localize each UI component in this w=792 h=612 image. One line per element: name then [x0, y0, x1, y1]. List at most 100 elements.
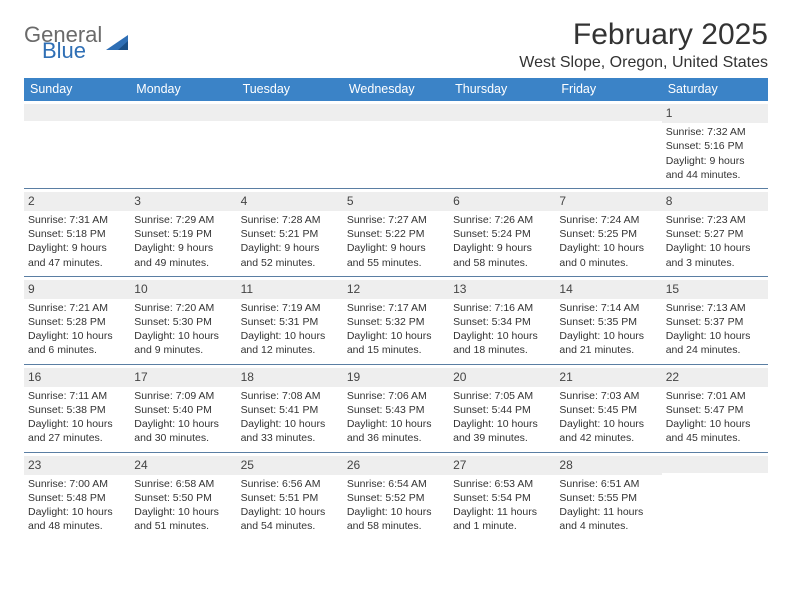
sunrise-line: Sunrise: 7:28 AM [241, 213, 339, 227]
sunset-line: Sunset: 5:48 PM [28, 491, 126, 505]
day-number [662, 456, 768, 473]
sunrise-line: Sunrise: 7:13 AM [666, 301, 764, 315]
day-number: 27 [449, 456, 555, 475]
daylight-line: Daylight: 10 hours and 9 minutes. [134, 329, 232, 357]
sunrise-line: Sunrise: 7:24 AM [559, 213, 657, 227]
sunset-line: Sunset: 5:21 PM [241, 227, 339, 241]
dow-friday: Friday [555, 78, 661, 101]
sunrise-line: Sunrise: 7:17 AM [347, 301, 445, 315]
day-cell: 28Sunrise: 6:51 AMSunset: 5:55 PMDayligh… [555, 453, 661, 540]
day-number: 14 [555, 280, 661, 299]
daylight-line: Daylight: 10 hours and 6 minutes. [28, 329, 126, 357]
daylight-line: Daylight: 9 hours and 52 minutes. [241, 241, 339, 269]
daylight-line: Daylight: 9 hours and 44 minutes. [666, 154, 764, 182]
sunrise-line: Sunrise: 7:19 AM [241, 301, 339, 315]
sunrise-line: Sunrise: 7:01 AM [666, 389, 764, 403]
calendar: Sunday Monday Tuesday Wednesday Thursday… [24, 78, 768, 539]
month-title: February 2025 [519, 18, 768, 52]
logo: General Blue [24, 18, 132, 62]
day-number: 28 [555, 456, 661, 475]
sunset-line: Sunset: 5:45 PM [559, 403, 657, 417]
day-cell: 5Sunrise: 7:27 AMSunset: 5:22 PMDaylight… [343, 189, 449, 276]
day-cell: 25Sunrise: 6:56 AMSunset: 5:51 PMDayligh… [237, 453, 343, 540]
dow-sunday: Sunday [24, 78, 130, 101]
sunset-line: Sunset: 5:51 PM [241, 491, 339, 505]
sunrise-line: Sunrise: 7:23 AM [666, 213, 764, 227]
daylight-line: Daylight: 11 hours and 4 minutes. [559, 505, 657, 533]
day-cell [662, 453, 768, 540]
dow-row: Sunday Monday Tuesday Wednesday Thursday… [24, 78, 768, 101]
daylight-line: Daylight: 9 hours and 49 minutes. [134, 241, 232, 269]
sunset-line: Sunset: 5:24 PM [453, 227, 551, 241]
sunrise-line: Sunrise: 7:09 AM [134, 389, 232, 403]
daylight-line: Daylight: 10 hours and 27 minutes. [28, 417, 126, 445]
daylight-line: Daylight: 10 hours and 51 minutes. [134, 505, 232, 533]
sunset-line: Sunset: 5:31 PM [241, 315, 339, 329]
day-cell: 8Sunrise: 7:23 AMSunset: 5:27 PMDaylight… [662, 189, 768, 276]
sunrise-line: Sunrise: 7:32 AM [666, 125, 764, 139]
sunset-line: Sunset: 5:18 PM [28, 227, 126, 241]
daylight-line: Daylight: 9 hours and 55 minutes. [347, 241, 445, 269]
title-block: February 2025 West Slope, Oregon, United… [519, 18, 768, 72]
day-number: 3 [130, 192, 236, 211]
day-cell: 16Sunrise: 7:11 AMSunset: 5:38 PMDayligh… [24, 365, 130, 452]
day-number: 16 [24, 368, 130, 387]
daylight-line: Daylight: 10 hours and 18 minutes. [453, 329, 551, 357]
daylight-line: Daylight: 9 hours and 58 minutes. [453, 241, 551, 269]
sunset-line: Sunset: 5:32 PM [347, 315, 445, 329]
week-row: 16Sunrise: 7:11 AMSunset: 5:38 PMDayligh… [24, 365, 768, 453]
sunrise-line: Sunrise: 7:14 AM [559, 301, 657, 315]
sunrise-line: Sunrise: 7:16 AM [453, 301, 551, 315]
day-cell: 9Sunrise: 7:21 AMSunset: 5:28 PMDaylight… [24, 277, 130, 364]
day-number: 10 [130, 280, 236, 299]
daylight-line: Daylight: 10 hours and 3 minutes. [666, 241, 764, 269]
sunrise-line: Sunrise: 7:20 AM [134, 301, 232, 315]
dow-monday: Monday [130, 78, 236, 101]
sunrise-line: Sunrise: 7:11 AM [28, 389, 126, 403]
day-number: 23 [24, 456, 130, 475]
sunset-line: Sunset: 5:22 PM [347, 227, 445, 241]
day-number: 12 [343, 280, 449, 299]
daylight-line: Daylight: 10 hours and 33 minutes. [241, 417, 339, 445]
sunset-line: Sunset: 5:41 PM [241, 403, 339, 417]
day-number: 21 [555, 368, 661, 387]
sunrise-line: Sunrise: 7:26 AM [453, 213, 551, 227]
day-number: 22 [662, 368, 768, 387]
dow-thursday: Thursday [449, 78, 555, 101]
daylight-line: Daylight: 10 hours and 48 minutes. [28, 505, 126, 533]
logo-blue: Blue [42, 40, 102, 62]
day-cell: 17Sunrise: 7:09 AMSunset: 5:40 PMDayligh… [130, 365, 236, 452]
day-number [449, 104, 555, 121]
dow-tuesday: Tuesday [237, 78, 343, 101]
day-number [24, 104, 130, 121]
daylight-line: Daylight: 10 hours and 30 minutes. [134, 417, 232, 445]
day-cell: 13Sunrise: 7:16 AMSunset: 5:34 PMDayligh… [449, 277, 555, 364]
sunset-line: Sunset: 5:27 PM [666, 227, 764, 241]
sunrise-line: Sunrise: 7:27 AM [347, 213, 445, 227]
day-cell: 14Sunrise: 7:14 AMSunset: 5:35 PMDayligh… [555, 277, 661, 364]
sunset-line: Sunset: 5:44 PM [453, 403, 551, 417]
day-number: 6 [449, 192, 555, 211]
day-cell: 4Sunrise: 7:28 AMSunset: 5:21 PMDaylight… [237, 189, 343, 276]
day-number: 26 [343, 456, 449, 475]
week-row: 23Sunrise: 7:00 AMSunset: 5:48 PMDayligh… [24, 453, 768, 540]
sunrise-line: Sunrise: 6:54 AM [347, 477, 445, 491]
sunrise-line: Sunrise: 6:51 AM [559, 477, 657, 491]
day-cell: 26Sunrise: 6:54 AMSunset: 5:52 PMDayligh… [343, 453, 449, 540]
day-cell: 21Sunrise: 7:03 AMSunset: 5:45 PMDayligh… [555, 365, 661, 452]
day-number: 13 [449, 280, 555, 299]
day-cell: 23Sunrise: 7:00 AMSunset: 5:48 PMDayligh… [24, 453, 130, 540]
day-number [237, 104, 343, 121]
day-cell: 18Sunrise: 7:08 AMSunset: 5:41 PMDayligh… [237, 365, 343, 452]
day-cell: 11Sunrise: 7:19 AMSunset: 5:31 PMDayligh… [237, 277, 343, 364]
daylight-line: Daylight: 10 hours and 24 minutes. [666, 329, 764, 357]
day-number: 11 [237, 280, 343, 299]
sunset-line: Sunset: 5:54 PM [453, 491, 551, 505]
sunrise-line: Sunrise: 6:58 AM [134, 477, 232, 491]
day-number: 25 [237, 456, 343, 475]
daylight-line: Daylight: 10 hours and 0 minutes. [559, 241, 657, 269]
day-cell: 2Sunrise: 7:31 AMSunset: 5:18 PMDaylight… [24, 189, 130, 276]
day-cell [343, 101, 449, 188]
sunrise-line: Sunrise: 7:03 AM [559, 389, 657, 403]
day-cell: 10Sunrise: 7:20 AMSunset: 5:30 PMDayligh… [130, 277, 236, 364]
